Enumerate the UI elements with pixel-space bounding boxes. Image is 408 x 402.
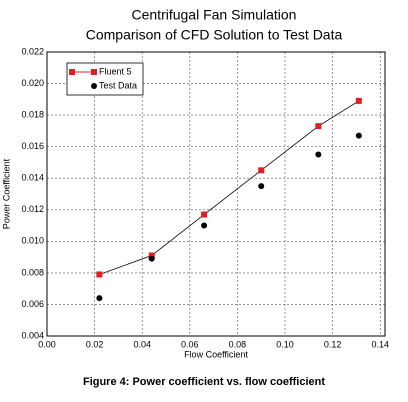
marker — [355, 97, 362, 104]
marker — [258, 183, 265, 190]
x-tick-label: 0.08 — [229, 339, 247, 349]
y-tick-label: 0.008 — [21, 267, 44, 277]
legend-box — [66, 62, 144, 96]
marker — [355, 132, 362, 139]
marker — [315, 151, 322, 158]
marker — [91, 69, 97, 75]
marker — [201, 211, 208, 218]
y-tick-label: 0.018 — [21, 109, 44, 119]
x-tick-label: 0.10 — [276, 339, 294, 349]
y-axis-label: Power Coefficient — [1, 158, 11, 229]
legend-label: Fluent 5 — [99, 66, 132, 76]
plot-frame — [46, 51, 386, 337]
chart-subtitle: Comparison of CFD Solution to Test Data — [86, 27, 343, 43]
marker — [96, 295, 103, 302]
x-tick-label: 0.02 — [86, 339, 104, 349]
marker — [148, 255, 155, 262]
marker — [315, 123, 322, 130]
chart-title: Centrifugal Fan Simulation — [132, 7, 297, 23]
marker — [201, 222, 208, 229]
y-tick-label: 0.004 — [21, 330, 44, 340]
marker — [96, 271, 103, 278]
y-tick-label: 0.016 — [21, 141, 44, 151]
legend-label: Test Data — [99, 80, 137, 90]
marker — [148, 252, 155, 259]
x-tick-label: 0.12 — [324, 339, 342, 349]
marker — [91, 83, 97, 89]
figure-caption: Figure 4: Power coefficient vs. flow coe… — [83, 376, 325, 388]
x-axis-label: Flow Coefficient — [184, 349, 248, 359]
x-tick-label: 0.14 — [371, 339, 389, 349]
y-tick-label: 0.012 — [21, 204, 44, 214]
y-tick-label: 0.006 — [21, 299, 44, 309]
y-tick-label: 0.010 — [21, 236, 44, 246]
series-line — [99, 100, 360, 275]
y-tick-label: 0.022 — [21, 46, 44, 56]
x-tick-label: 0.04 — [133, 339, 151, 349]
y-tick-label: 0.020 — [21, 78, 44, 88]
marker — [258, 167, 265, 174]
x-tick-label: 0.00 — [38, 339, 56, 349]
y-tick-label: 0.014 — [21, 173, 44, 183]
x-tick-label: 0.06 — [181, 339, 199, 349]
marker — [69, 69, 75, 75]
